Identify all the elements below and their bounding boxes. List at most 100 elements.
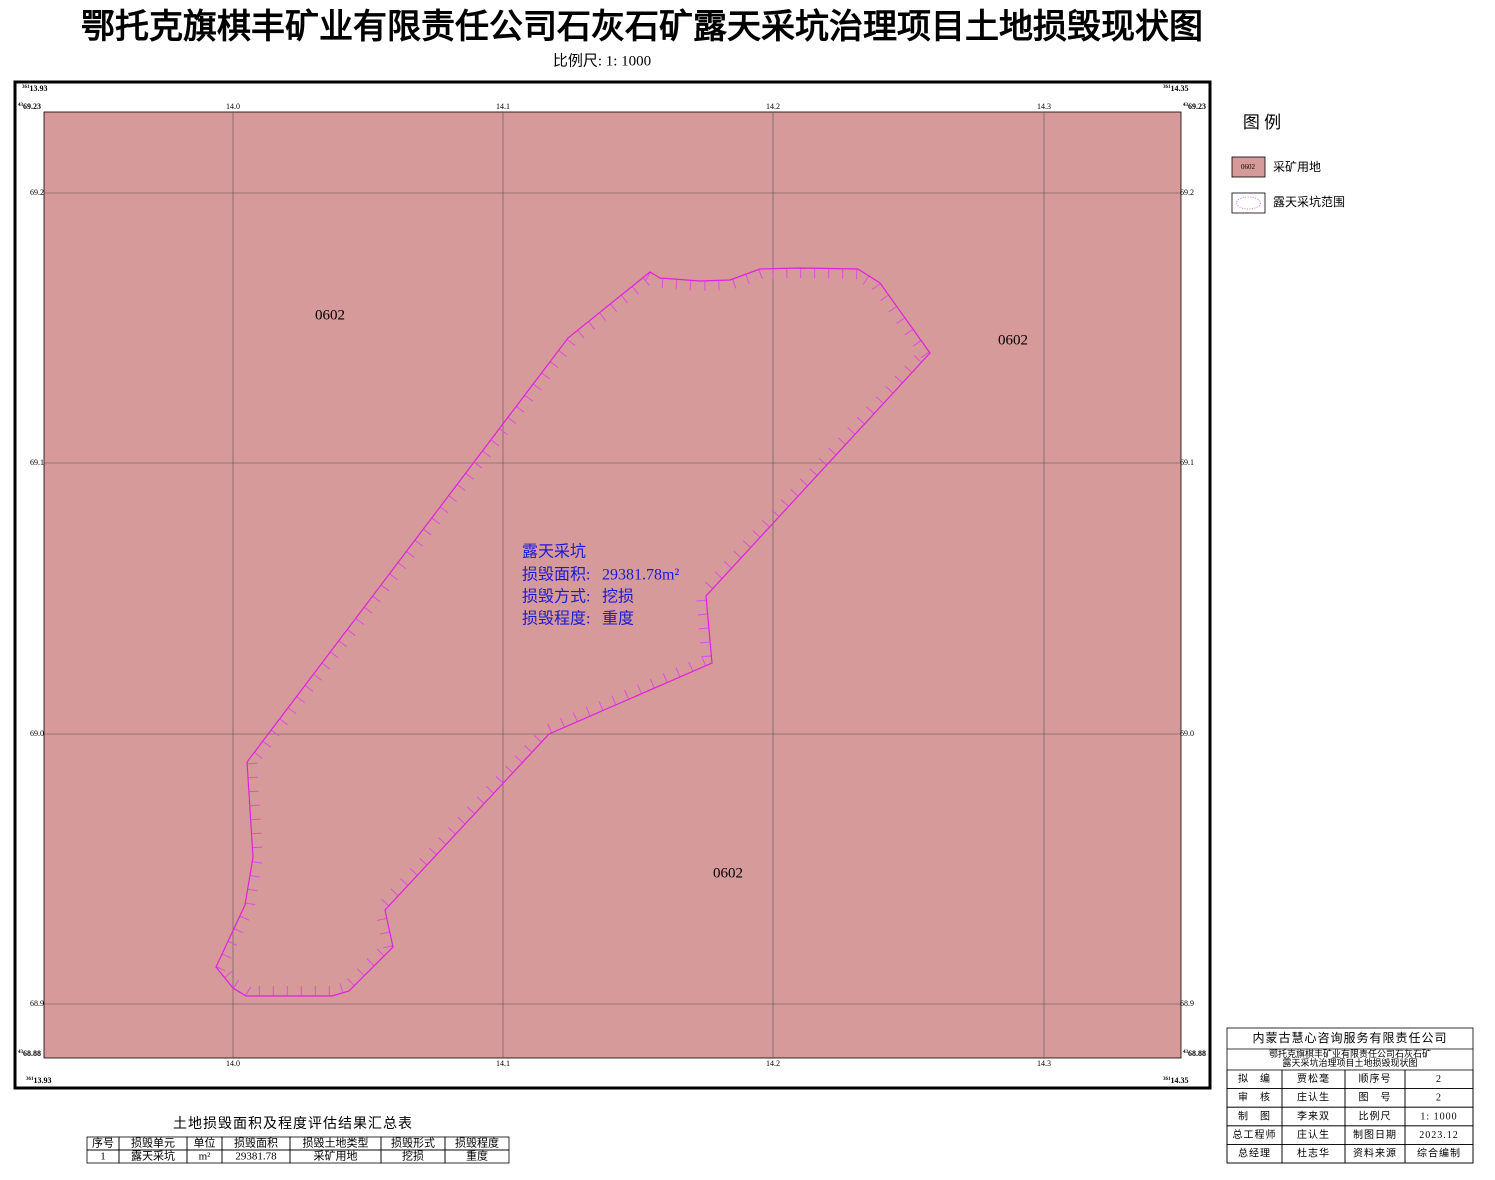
legend-label: 采矿用地: [1273, 160, 1321, 174]
title-block-text: 总工程师: [1233, 1128, 1277, 1141]
grid-label: 14.1: [496, 102, 510, 111]
grid-label: 69.0: [30, 729, 44, 738]
title-block-text: 拟 编: [1238, 1072, 1271, 1085]
table-text: 挖损: [402, 1149, 424, 1163]
grid-label: 14.0: [226, 102, 240, 111]
table-text: 损毁面积: [234, 1136, 278, 1150]
title-block-text: 总经理: [1238, 1146, 1271, 1159]
table-cell: [444, 1149, 510, 1164]
title-block-text: 综合编制: [1417, 1146, 1461, 1159]
coordinate-zone: 43: [18, 1050, 24, 1055]
coordinate-zone: 361: [1163, 85, 1171, 90]
coordinate-zone: 361: [26, 1077, 34, 1082]
title-block-text: 庄认生: [1297, 1091, 1330, 1104]
coordinate-zone: 43: [1183, 103, 1189, 108]
coordinate-value: 68.88: [1188, 1049, 1206, 1058]
title-block-text: 资料来源: [1353, 1146, 1397, 1159]
corner-coordinate: 36114.35: [1163, 1076, 1189, 1085]
legend-swatch: [1231, 192, 1266, 214]
table-text: m²: [199, 1151, 212, 1163]
corner-coordinate: 4368.88: [1183, 1049, 1206, 1058]
grid-label: 14.3: [1037, 102, 1051, 111]
parcel-label: 0602: [315, 307, 345, 323]
pit-method: 挖损: [602, 588, 634, 606]
title-block: 内蒙古慧心咨询服务有限责任公司鄂托克旗棋丰矿业有限责任公司石灰石矿露天采坑治理项…: [1226, 1027, 1474, 1164]
table-text: 采矿用地: [314, 1150, 358, 1163]
grid-label: 14.2: [766, 102, 780, 111]
pit-method-label: 损毁方式:: [522, 588, 590, 606]
corner-coordinate: 36113.93: [22, 84, 48, 93]
pit-area-label: 损毁面积:: [522, 566, 590, 584]
coordinate-zone: 43: [1183, 1050, 1189, 1055]
coordinate-zone: 361: [1163, 1077, 1171, 1082]
grid-label: 69.1: [1180, 458, 1194, 467]
pit-degree-label: 损毁程度:: [522, 610, 590, 628]
grid-label: 69.2: [30, 188, 44, 197]
coordinate-value: 68.88: [23, 1049, 41, 1058]
corner-coordinate: 4369.23: [18, 102, 41, 111]
pit-boundary: [215, 267, 931, 997]
project-line: 鄂托克旗棋丰矿业有限责任公司石灰石矿: [1269, 1048, 1431, 1059]
map-title: 鄂托克旗棋丰矿业有限责任公司石灰石矿露天采坑治理项目土地损毁现状图: [81, 7, 1203, 46]
grid-label: 68.9: [1180, 999, 1194, 1008]
coordinate-zone: 361: [22, 85, 30, 90]
coordinate-value: 69.23: [1188, 102, 1206, 111]
title-block-text: 顺序号: [1359, 1072, 1392, 1085]
grid-label: 14.0: [226, 1059, 240, 1068]
grid-label: 14.1: [496, 1059, 510, 1068]
title-block-text: 庄认生: [1297, 1128, 1330, 1141]
title-block-text: 2023.12: [1419, 1130, 1459, 1141]
table-title: 土地损毁面积及程度评估结果汇总表: [173, 1116, 413, 1132]
title-block-text: 1: 1000: [1420, 1111, 1457, 1122]
legend-title: 图 例: [1243, 113, 1281, 132]
grid: 14.0 14.0 14.1 14.1 14.2 14.2 14.3 14.3 69.2 69.2…: [18, 84, 1206, 1085]
coordinate-value: 13.93: [34, 1076, 52, 1085]
grid-label: 14.3: [1037, 1059, 1051, 1068]
legend-pit-symbol: [1236, 196, 1261, 210]
project-line: 露天采坑治理项目土地损毁现状图: [1282, 1057, 1417, 1068]
title-block-text: 2: [1436, 1093, 1442, 1104]
corner-coordinate: 4369.23: [1183, 102, 1206, 111]
title-block-text: 贾松毫: [1297, 1072, 1330, 1085]
table-text: 序号: [92, 1136, 114, 1150]
table-text: 重度: [466, 1149, 488, 1163]
parcel-label: 0602: [713, 865, 743, 881]
table-text: 损毁单元: [131, 1136, 175, 1150]
grid-label: 69.2: [1180, 188, 1194, 197]
corner-coordinate: 36114.35: [1163, 84, 1189, 93]
grid-label: 68.9: [30, 999, 44, 1008]
title-block-text: 比例尺: [1359, 1109, 1392, 1122]
title-block-text: 李来双: [1297, 1109, 1330, 1122]
title-block-text: 制 图: [1238, 1109, 1271, 1122]
pit-name: 露天采坑: [522, 543, 586, 561]
legend-swatch: [1231, 156, 1266, 178]
mining-land: [43, 111, 1182, 1059]
table-text: 29381.78: [235, 1151, 277, 1163]
pit-area: 29381.78m²: [602, 567, 679, 584]
corner-coordinate: 36113.93: [26, 1076, 52, 1085]
coordinate-value: 69.23: [23, 102, 41, 111]
coordinate-value: 14.35: [1171, 1076, 1189, 1085]
grid-label: 69.1: [30, 458, 44, 467]
title-block-text: 2: [1436, 1074, 1442, 1085]
title-block-text: 图 号: [1359, 1092, 1392, 1104]
table-text: 露天采坑: [131, 1149, 175, 1163]
grid-label: 69.0: [1180, 729, 1194, 738]
pit-degree: 重度: [602, 610, 634, 628]
title-block-text: 制图日期: [1353, 1128, 1397, 1141]
coordinate-value: 14.35: [1171, 84, 1189, 93]
table-text: 损毁土地类型: [303, 1136, 369, 1150]
parcel-label: 0602: [998, 332, 1028, 348]
company: 内蒙古慧心咨询服务有限责任公司: [1252, 1030, 1447, 1045]
grid-label: 14.2: [766, 1059, 780, 1068]
table-text: 单位: [194, 1136, 216, 1150]
coordinate-value: 13.93: [30, 84, 48, 93]
scale: 比例尺: 1: 1000: [553, 52, 651, 69]
table-text: 损毁程度: [455, 1136, 499, 1150]
table-text: 损毁形式: [391, 1136, 435, 1150]
corner-coordinate: 4368.88: [18, 1049, 41, 1058]
legend-label: 露天采坑范围: [1273, 194, 1345, 209]
title-block-text: 杜志华: [1297, 1146, 1330, 1159]
